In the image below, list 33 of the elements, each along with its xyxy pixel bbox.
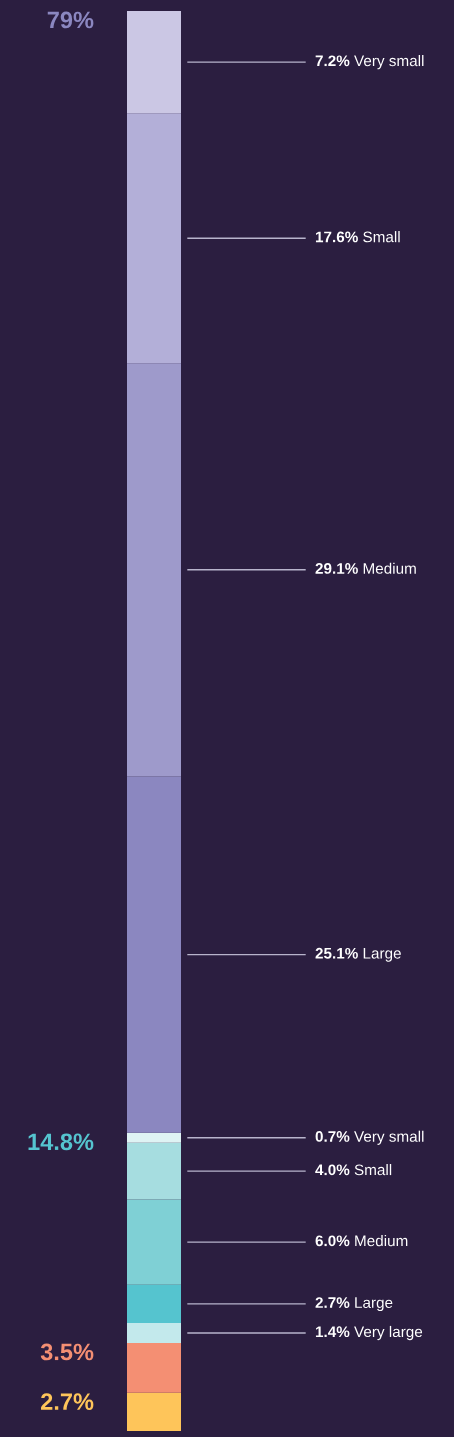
text: Very small — [354, 1130, 424, 1145]
bar — [127, 1284, 181, 1324]
data-label: 25.1% — [315, 947, 358, 959]
bar — [127, 1132, 181, 1143]
bar — [127, 1199, 181, 1285]
data-label: 6.0% — [315, 1235, 350, 1247]
data-label: 29.1% — [315, 563, 358, 574]
data-label: 0.7% — [315, 1131, 350, 1142]
bar — [127, 1142, 181, 1200]
text: Medium — [355, 1235, 408, 1247]
text: 79% — [47, 11, 94, 29]
data-label: 2.7% — [315, 1297, 350, 1308]
text: Medium — [363, 562, 416, 574]
text: 14.8% — [28, 1133, 94, 1151]
text: Very large — [354, 1325, 423, 1341]
text: Small — [363, 231, 400, 243]
bar — [127, 363, 181, 777]
bar — [127, 1392, 181, 1431]
bar — [127, 776, 181, 1133]
data-label: 1.4% — [315, 1326, 350, 1338]
text: Large — [355, 1297, 393, 1312]
text: Small — [354, 1164, 392, 1176]
text: Large — [363, 948, 401, 962]
bar — [127, 1342, 181, 1393]
text: 3.5% — [40, 1343, 94, 1361]
data-label: 17.6% — [315, 231, 358, 243]
text: 2.7% — [41, 1393, 94, 1410]
text: Very small — [354, 55, 424, 70]
data-label: 7.2% — [315, 55, 350, 67]
data-label: 4.0% — [315, 1164, 350, 1176]
bar — [127, 113, 181, 364]
bar — [127, 11, 181, 114]
bar — [127, 1323, 181, 1343]
